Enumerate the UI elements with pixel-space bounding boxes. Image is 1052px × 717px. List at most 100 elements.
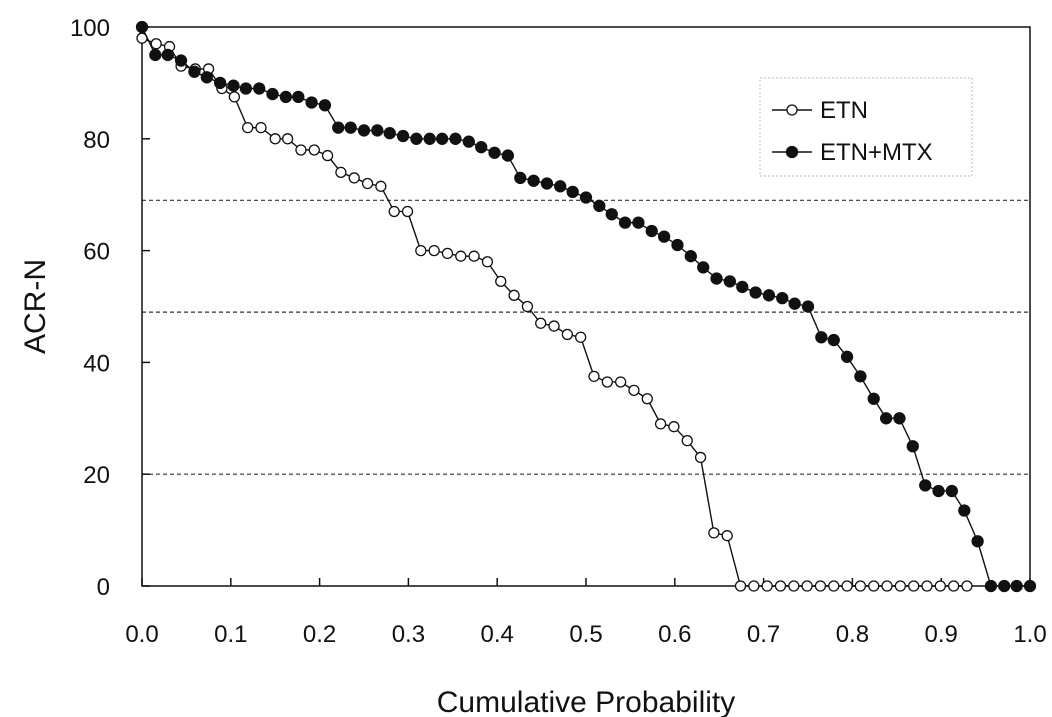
data-point	[894, 580, 907, 592]
data-point	[801, 300, 815, 313]
data-point	[357, 124, 371, 137]
data-point	[736, 280, 749, 294]
data-point	[548, 320, 560, 332]
data-point	[228, 91, 241, 103]
data-point	[945, 484, 959, 498]
data-point	[388, 205, 400, 218]
data-point	[588, 370, 600, 383]
data-point	[788, 297, 801, 310]
data-point	[908, 580, 920, 592]
data-point	[657, 230, 671, 243]
series-layer	[135, 20, 1037, 593]
series-etn	[136, 32, 973, 592]
data-point	[579, 191, 593, 204]
data-point	[697, 261, 710, 274]
data-point	[654, 418, 667, 430]
x-tick-label: 0.1	[214, 621, 247, 648]
data-point	[723, 275, 737, 288]
data-point	[396, 129, 410, 143]
data-point	[321, 149, 334, 162]
legend-marker	[786, 104, 798, 116]
data-point	[762, 289, 776, 302]
data-point	[554, 180, 567, 193]
data-point	[174, 54, 188, 67]
data-point	[305, 96, 318, 109]
legend-item: ETN+MTX	[772, 139, 933, 166]
data-point	[318, 99, 332, 112]
x-tick-label: 0.2	[303, 621, 336, 648]
data-point	[441, 247, 454, 260]
data-point	[501, 149, 515, 162]
data-point	[348, 172, 360, 184]
legend-marker	[785, 145, 799, 159]
data-point	[961, 580, 973, 592]
data-point	[488, 146, 501, 159]
data-point	[462, 135, 475, 148]
legend-item: ETN	[772, 97, 868, 124]
data-point	[761, 580, 773, 592]
data-point	[292, 90, 305, 104]
legend: ETN ETN+MTX	[759, 77, 973, 177]
data-point	[1010, 579, 1023, 593]
data-point	[668, 421, 680, 433]
data-point	[213, 76, 227, 90]
data-point	[628, 384, 640, 397]
x-tick-label: 0.4	[481, 621, 514, 648]
data-point	[984, 579, 998, 593]
x-tick-label: 0.3	[392, 621, 425, 648]
x-tick-label: 0.8	[836, 621, 869, 648]
data-point	[998, 579, 1011, 593]
data-point	[593, 199, 606, 213]
data-point	[279, 90, 293, 104]
data-point	[269, 133, 281, 145]
y-tick-label: 80	[83, 127, 110, 154]
data-point	[335, 166, 347, 178]
data-point	[605, 208, 618, 221]
data-point	[868, 580, 880, 592]
data-point	[881, 580, 893, 592]
data-point	[614, 376, 627, 388]
data-point	[828, 580, 840, 592]
data-point	[932, 484, 945, 498]
data-point	[242, 121, 254, 134]
data-point	[854, 580, 867, 592]
data-point	[906, 440, 919, 453]
data-point	[527, 174, 540, 187]
y-tick-label: 20	[83, 462, 110, 489]
data-point	[188, 65, 201, 78]
x-tick-label: 0.0	[125, 621, 158, 648]
data-point	[295, 144, 307, 156]
y-tick-label: 60	[83, 239, 110, 266]
data-point	[508, 289, 520, 301]
data-point	[308, 144, 320, 156]
x-axis-title: Cumulative Probability	[437, 686, 735, 717]
data-point	[521, 300, 534, 313]
data-point	[827, 333, 840, 347]
data-point	[958, 504, 971, 517]
series-etn-mtx	[135, 20, 1037, 593]
legend-label: ETN	[820, 97, 868, 124]
y-axis: 0 20 40 60 80 100	[70, 15, 150, 601]
data-point	[971, 535, 984, 548]
data-point	[641, 393, 653, 405]
data-point	[708, 527, 720, 539]
data-point	[332, 121, 345, 134]
data-point	[468, 250, 480, 262]
y-axis-title: ACR-N	[19, 259, 52, 354]
data-point	[255, 121, 267, 134]
data-point	[415, 244, 427, 257]
data-point	[227, 79, 240, 92]
data-point	[514, 171, 527, 185]
x-tick-label: 1.0	[1013, 621, 1046, 648]
data-point	[481, 256, 494, 268]
data-point	[671, 238, 684, 252]
data-point	[776, 291, 789, 305]
x-tick-label: 0.7	[747, 621, 780, 648]
data-point	[495, 275, 507, 287]
data-point	[401, 205, 414, 218]
data-point	[428, 244, 440, 257]
data-point	[815, 331, 828, 344]
data-point	[435, 132, 449, 145]
data-point	[149, 48, 162, 62]
